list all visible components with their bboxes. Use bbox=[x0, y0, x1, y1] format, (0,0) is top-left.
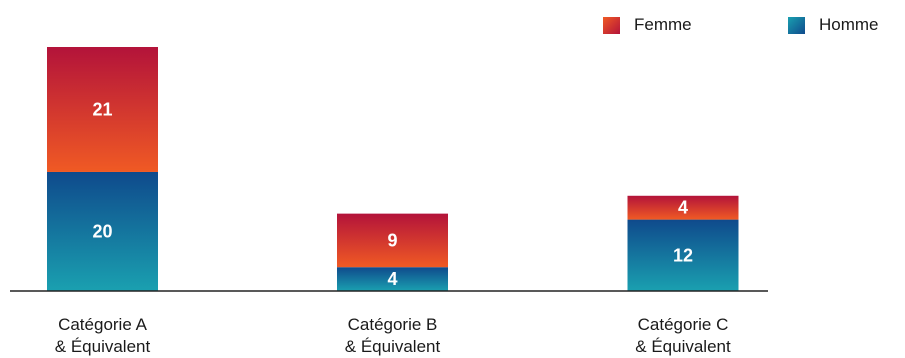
bar-homme-categorie-c bbox=[627, 219, 739, 291]
category-label-categorie-b: Catégorie B & Équivalent bbox=[345, 315, 441, 356]
legend-label-femme: Femme bbox=[634, 15, 692, 34]
data-label-femme-categorie-c: 4 bbox=[678, 198, 688, 218]
bar-femme-categorie-c bbox=[627, 195, 739, 220]
category-label-categorie-a: Catégorie A & Équivalent bbox=[55, 315, 151, 356]
bar-femme-categorie-a bbox=[47, 47, 158, 172]
data-label-homme-categorie-a: 20 bbox=[92, 221, 112, 241]
legend-item-homme: Homme bbox=[788, 15, 879, 35]
legend-swatch-homme bbox=[788, 16, 805, 34]
legend-label-homme: Homme bbox=[819, 15, 879, 34]
data-label-homme-categorie-b: 4 bbox=[387, 269, 397, 289]
legend-item-femme: Femme bbox=[603, 15, 692, 35]
bar-homme-categorie-b bbox=[337, 267, 448, 291]
data-label-homme-categorie-c: 12 bbox=[673, 245, 693, 265]
category-label-categorie-c: Catégorie C & Équivalent bbox=[635, 315, 731, 356]
bar-femme-categorie-b bbox=[337, 213, 448, 268]
legend-swatch-femme bbox=[603, 16, 620, 34]
data-label-femme-categorie-b: 9 bbox=[387, 230, 397, 250]
bar-homme-categorie-a bbox=[47, 171, 158, 291]
data-label-femme-categorie-a: 21 bbox=[92, 99, 112, 119]
